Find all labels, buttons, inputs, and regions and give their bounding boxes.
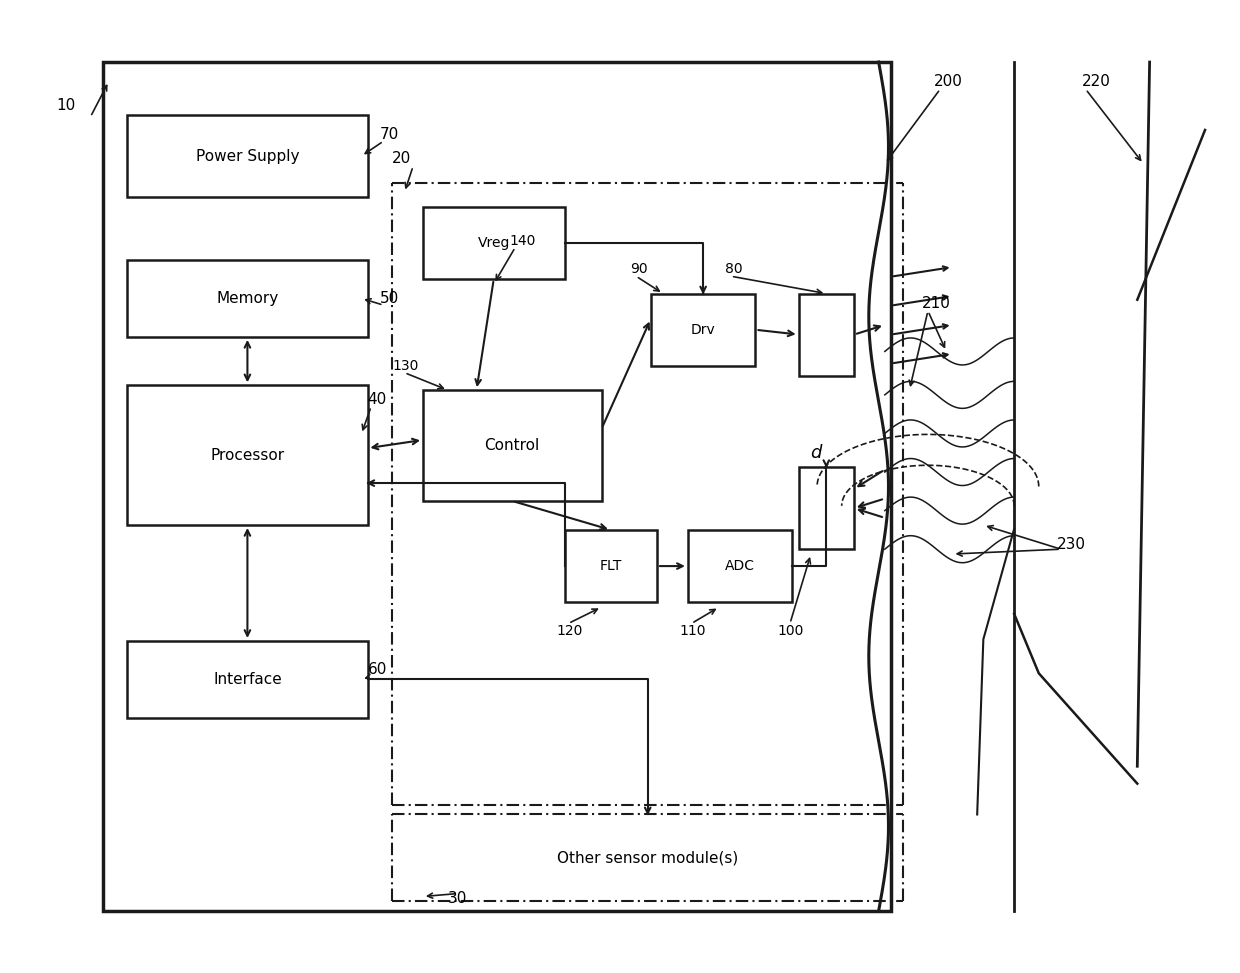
FancyBboxPatch shape	[103, 62, 892, 911]
Text: Processor: Processor	[211, 448, 284, 462]
Text: 20: 20	[392, 151, 412, 166]
Text: FLT: FLT	[600, 559, 622, 573]
Text: 110: 110	[680, 625, 706, 638]
FancyBboxPatch shape	[799, 294, 854, 376]
FancyBboxPatch shape	[564, 530, 657, 602]
Text: Vreg: Vreg	[477, 235, 510, 250]
Text: Interface: Interface	[213, 672, 281, 687]
Text: Control: Control	[485, 438, 539, 453]
Text: 50: 50	[379, 291, 399, 306]
Text: Other sensor module(s): Other sensor module(s)	[557, 850, 738, 865]
FancyBboxPatch shape	[128, 385, 367, 525]
Text: 130: 130	[392, 359, 419, 373]
FancyBboxPatch shape	[688, 530, 792, 602]
Text: 200: 200	[934, 74, 963, 89]
Text: Memory: Memory	[216, 291, 279, 306]
FancyBboxPatch shape	[799, 467, 854, 549]
Text: Drv: Drv	[691, 323, 715, 337]
Text: 90: 90	[630, 263, 647, 276]
Text: 40: 40	[367, 392, 387, 407]
Text: 10: 10	[56, 98, 76, 113]
FancyBboxPatch shape	[423, 206, 564, 279]
FancyBboxPatch shape	[128, 115, 367, 198]
Text: 100: 100	[777, 625, 804, 638]
Text: 30: 30	[448, 891, 467, 906]
Text: 70: 70	[379, 126, 399, 142]
FancyBboxPatch shape	[423, 390, 601, 501]
Text: 140: 140	[510, 234, 536, 247]
Text: Power Supply: Power Supply	[196, 149, 299, 163]
Text: ADC: ADC	[725, 559, 755, 573]
Text: $d$: $d$	[810, 444, 823, 462]
FancyBboxPatch shape	[651, 294, 755, 366]
Text: 220: 220	[1081, 74, 1111, 89]
Text: 230: 230	[1058, 537, 1086, 552]
Text: 120: 120	[556, 625, 583, 638]
FancyBboxPatch shape	[128, 260, 367, 337]
Text: 210: 210	[921, 296, 951, 310]
Text: 80: 80	[724, 263, 743, 276]
FancyBboxPatch shape	[128, 641, 367, 718]
Text: 60: 60	[367, 663, 387, 677]
